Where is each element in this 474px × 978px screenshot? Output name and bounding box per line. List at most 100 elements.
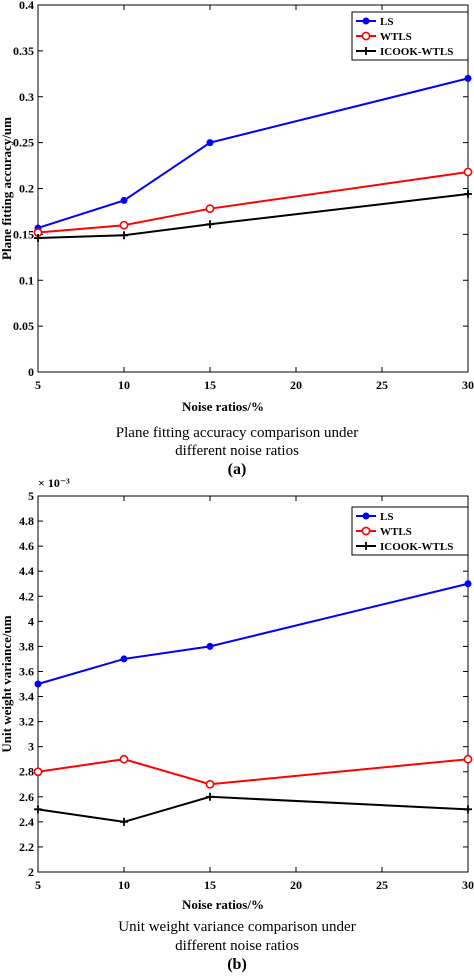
figure-caption-line: Unit weight variance comparison under <box>118 919 355 935</box>
legend-label: ICOOK-WTLS <box>380 46 453 58</box>
data-point <box>205 779 215 789</box>
legend-label: LS <box>380 511 393 523</box>
series-line <box>37 193 469 240</box>
y-tick-label: 0.35 <box>13 44 34 58</box>
x-tick-label: 20 <box>290 378 302 392</box>
legend-marker <box>362 542 370 550</box>
y-tick-label: 5 <box>28 489 34 503</box>
y-tick-label: 2.6 <box>19 790 34 804</box>
chart-panel-b: 5 10 15 20 25 30 2 2.2 2.4 2.6 2.8 3 3.2 3.4 3.6 3.8 4 4.… <box>0 476 474 973</box>
series-line <box>37 170 469 234</box>
series-line <box>37 795 469 823</box>
data-point <box>120 817 128 826</box>
data-point <box>464 190 472 199</box>
y-tick-label: 2 <box>28 865 34 879</box>
data-point <box>120 231 128 240</box>
legend-marker <box>362 47 370 55</box>
data-point <box>205 204 215 214</box>
y-tick-label: 3.6 <box>19 664 34 678</box>
series-ls <box>34 580 472 688</box>
data-point <box>120 655 128 663</box>
y-tick-label: 4.8 <box>19 514 34 528</box>
y-tick-label: 3 <box>28 740 34 754</box>
series-line <box>37 77 469 229</box>
series-ls <box>34 74 472 232</box>
data-point <box>463 754 473 764</box>
data-point <box>206 792 214 801</box>
x-axis-label: Noise ratios/% <box>182 399 264 414</box>
y-tick-label: 0 <box>28 365 34 379</box>
legend-marker <box>362 512 370 520</box>
data-point <box>34 805 42 814</box>
panel-label: (b) <box>227 956 247 973</box>
y-tick-label: 0.15 <box>13 227 34 241</box>
y-tick-label: 0.4 <box>19 0 34 12</box>
chart-panel-a: 5 10 15 20 25 30 0 0.05 0.1 0.15 0.2 0.25 0.3 0.35 0.4… <box>0 0 474 478</box>
data-point <box>119 220 129 230</box>
series-wtls <box>33 167 473 237</box>
panel-label: (a) <box>228 461 247 478</box>
figure-caption-line: different noise ratios <box>175 443 299 459</box>
legend: LS WTLS ICOOK-WTLS <box>351 11 469 61</box>
legend-label: ICOOK-WTLS <box>380 541 453 553</box>
x-tick-label: 5 <box>35 378 41 392</box>
x-tick-label: 10 <box>118 378 130 392</box>
legend: LS WTLS ICOOK-WTLS <box>351 506 469 556</box>
y-tick-label: 3.2 <box>19 715 34 729</box>
x-tick-label: 30 <box>462 378 474 392</box>
series-icook-wtls <box>34 792 472 826</box>
y-tick-label: 4.2 <box>19 589 34 603</box>
x-tick-label: 5 <box>35 878 41 892</box>
x-tick-label: 10 <box>118 878 130 892</box>
y-exponent-label: × 10⁻³ <box>38 476 70 490</box>
data-point <box>34 680 42 688</box>
x-axis-label: Noise ratios/% <box>182 897 264 912</box>
data-point <box>464 74 472 82</box>
y-tick-label: 4.4 <box>19 564 34 578</box>
data-point <box>119 754 129 764</box>
plot-area <box>37 4 469 373</box>
legend-marker <box>361 526 371 536</box>
y-tick-label: 0.3 <box>19 90 34 104</box>
plot-area <box>37 495 469 873</box>
data-point <box>464 580 472 588</box>
data-point <box>34 234 42 243</box>
y-tick-label: 3.4 <box>19 690 34 704</box>
y-tick-label: 4 <box>28 614 34 628</box>
legend-marker <box>361 31 371 41</box>
series-line <box>37 758 469 786</box>
y-tick-label: 0.1 <box>19 273 34 287</box>
y-tick-label: 3.8 <box>19 639 34 653</box>
data-point <box>120 196 128 204</box>
data-point <box>206 642 214 650</box>
figure-caption-line: different noise ratios <box>175 938 299 954</box>
legend-label: LS <box>380 16 393 28</box>
legend-marker <box>362 17 370 25</box>
y-tick-label: 0.2 <box>19 182 34 196</box>
data-point <box>206 139 214 147</box>
series-icook-wtls <box>34 190 472 243</box>
legend-label: WTLS <box>380 526 412 538</box>
legend-label: WTLS <box>380 31 412 43</box>
y-axis-label: Unit weight variance/um <box>0 615 14 752</box>
y-tick-label: 2.8 <box>19 765 34 779</box>
series-wtls <box>33 754 473 789</box>
data-point <box>463 167 473 177</box>
x-tick-label: 20 <box>290 878 302 892</box>
figure-caption-line: Plane fitting accuracy comparison under <box>116 425 358 441</box>
y-tick-label: 2.2 <box>19 840 34 854</box>
x-tick-label: 30 <box>462 878 474 892</box>
y-tick-label: 0.25 <box>13 136 34 150</box>
x-tick-label: 15 <box>204 878 216 892</box>
y-tick-label: 2.4 <box>19 815 34 829</box>
data-point <box>206 220 214 229</box>
x-tick-label: 25 <box>376 378 388 392</box>
y-tick-label: 0.05 <box>13 319 34 333</box>
x-tick-label: 25 <box>376 878 388 892</box>
series-line <box>37 582 469 685</box>
data-point <box>464 805 472 814</box>
y-axis-label: Plane fitting accuracy/um <box>0 117 14 260</box>
y-tick-label: 4.6 <box>19 539 34 553</box>
data-point <box>33 767 43 777</box>
